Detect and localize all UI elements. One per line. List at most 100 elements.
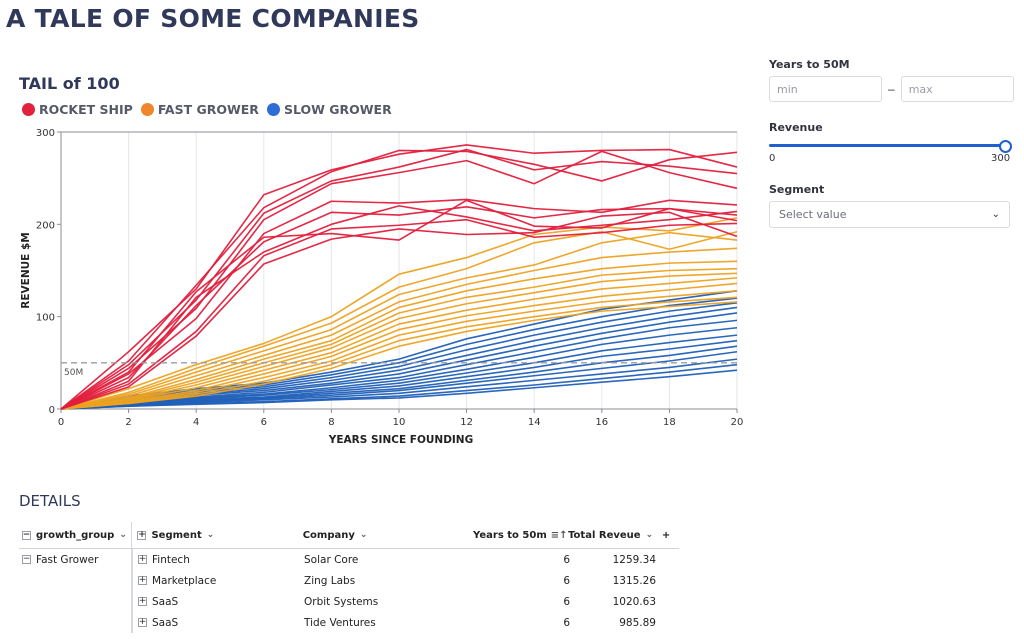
revenue-label: Revenue	[769, 121, 823, 134]
sort-ascending-icon[interactable]: ≡↑	[550, 529, 568, 541]
reference-line-label: 50M	[64, 368, 83, 378]
series-line	[60, 205, 738, 410]
column-divider	[131, 591, 133, 612]
series-line	[60, 231, 738, 410]
years-min-input[interactable]	[769, 76, 882, 102]
y-tick-label: 300	[36, 128, 55, 139]
table-row: + SaaS Tide Ventures 6 985.89	[19, 612, 679, 633]
chevron-down-icon[interactable]: ⌄	[206, 530, 215, 540]
series-line	[60, 290, 738, 410]
segment-cell: + SaaS	[138, 596, 304, 608]
expand-icon[interactable]: +	[138, 575, 147, 585]
table-row: − Fast Grower + Fintech Solar Core 6 125…	[19, 549, 679, 570]
series-line	[60, 205, 738, 410]
header-growth-group[interactable]: − growth_group ⌄	[19, 530, 131, 541]
chart-title: TAIL of 100	[19, 74, 120, 93]
years-cell: 6	[563, 616, 570, 629]
series-line	[60, 199, 738, 410]
revenue-line-chart[interactable]: 0 100 200 300 0 2 4 6 8 10 12 14 16 18 20 YEARS SINCE F…	[0, 120, 760, 450]
header-label: Segment	[151, 529, 202, 541]
column-divider	[131, 612, 133, 633]
series-line	[60, 358, 738, 410]
series-line	[60, 148, 738, 410]
x-tick-label: 10	[393, 417, 406, 428]
series-line	[60, 218, 738, 410]
chart-legend: ROCKET SHIP FAST GROWER SLOW GROWER	[22, 102, 400, 117]
y-tick-label: 200	[36, 220, 55, 231]
details-title: DETAILS	[19, 492, 81, 510]
header-company[interactable]: Company ⌄	[303, 530, 422, 541]
legend-label: FAST GROWER	[157, 102, 259, 117]
x-tick-label: 14	[528, 417, 541, 428]
series-line	[60, 297, 738, 410]
collapse-icon[interactable]: −	[22, 554, 31, 564]
expand-icon[interactable]: +	[138, 596, 147, 606]
y-tick-label: 100	[36, 313, 55, 324]
segment-value: Marketplace	[152, 574, 217, 587]
x-tick-label: 6	[261, 417, 267, 428]
years-cell: 6	[563, 553, 570, 566]
legend-item-slow-grower[interactable]: SLOW GROWER	[266, 102, 392, 117]
segment-select[interactable]: Select value ⌄	[769, 201, 1010, 228]
table-row: + SaaS Orbit Systems 6 1020.63	[19, 591, 679, 612]
revenue-slider-handle[interactable]	[999, 140, 1012, 153]
x-tick-label: 12	[460, 417, 473, 428]
series-line	[60, 150, 738, 410]
chevron-down-icon: ⌄	[991, 209, 1000, 220]
revenue-cell: 1020.63	[612, 595, 656, 608]
years-range-inputs: –	[769, 76, 1014, 102]
legend-item-fast-grower[interactable]: FAST GROWER	[140, 102, 259, 117]
y-tick-label: 0	[49, 405, 55, 416]
x-tick-label: 2	[125, 417, 131, 428]
chevron-down-icon[interactable]: ⌄	[645, 530, 654, 540]
series-line	[60, 217, 738, 410]
series-line	[60, 282, 738, 410]
x-tick-label: 4	[193, 417, 199, 428]
series-line	[60, 211, 738, 410]
range-separator: –	[888, 82, 895, 96]
revenue-cell: 985.89	[619, 616, 656, 629]
header-segment[interactable]: + Segment ⌄	[137, 530, 302, 541]
series-line	[60, 277, 738, 410]
legend-label: ROCKET SHIP	[39, 102, 133, 117]
table-header-row: − growth_group ⌄ + Segment ⌄ Company ⌄ Y…	[19, 522, 679, 549]
series-line	[60, 230, 738, 410]
x-tick-label: 0	[58, 417, 64, 428]
expand-icon[interactable]: +	[137, 529, 147, 540]
group-cell: − Fast Grower	[19, 554, 131, 566]
header-years-to-50m[interactable]: Years to 50m ≡↑	[422, 530, 567, 541]
group-label: Fast Grower	[36, 553, 99, 566]
x-tick-label: 8	[328, 417, 334, 428]
header-total-revenue[interactable]: Total Reveue ⌄	[568, 530, 654, 541]
page-title: A TALE OF SOME COMPANIES	[6, 4, 420, 33]
series-line	[60, 149, 738, 410]
collapse-icon[interactable]: −	[22, 529, 31, 540]
header-label: Company	[302, 529, 355, 541]
series-line	[60, 301, 738, 410]
segment-value: SaaS	[152, 616, 179, 629]
company-cell: Tide Ventures	[304, 616, 376, 629]
series-line	[60, 247, 738, 410]
x-tick-label: 20	[731, 417, 744, 428]
legend-item-rocket-ship[interactable]: ROCKET SHIP	[22, 102, 133, 117]
years-cell: 6	[563, 595, 570, 608]
column-divider	[131, 570, 133, 591]
chevron-down-icon[interactable]: ⌄	[119, 530, 127, 540]
expand-icon[interactable]: +	[138, 554, 147, 564]
years-max-input[interactable]	[900, 76, 1014, 102]
company-cell: Zing Labs	[304, 574, 356, 587]
legend-dot-icon	[22, 103, 35, 116]
revenue-slider-track[interactable]	[769, 144, 1005, 147]
x-tick-label: 18	[663, 417, 676, 428]
years-to-50m-label: Years to 50M	[769, 58, 850, 71]
revenue-slider-min: 0	[769, 153, 776, 164]
series-line	[60, 369, 738, 410]
legend-dot-icon	[140, 103, 154, 116]
segment-select-placeholder: Select value	[779, 208, 847, 221]
y-axis-label: REVENUE $M	[20, 232, 32, 308]
add-column-button[interactable]: +	[661, 529, 671, 541]
expand-icon[interactable]: +	[138, 617, 147, 627]
chevron-down-icon[interactable]: ⌄	[359, 530, 368, 540]
column-divider	[131, 549, 133, 570]
segment-cell: + Fintech	[138, 554, 304, 566]
